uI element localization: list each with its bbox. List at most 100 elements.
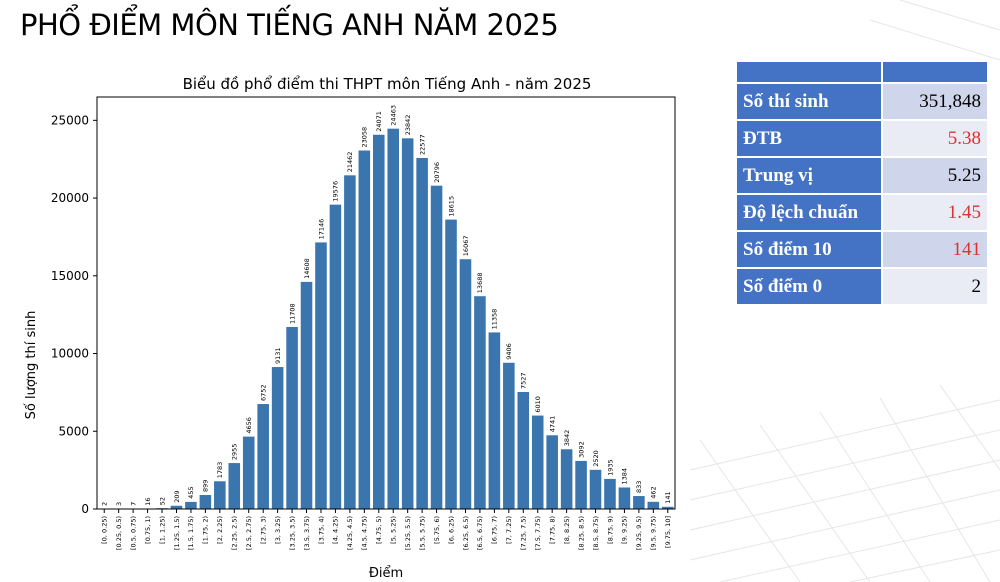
stats-row: Độ lệch chuẩn 1.45 — [735, 193, 989, 232]
plot-frame — [96, 96, 676, 510]
x-tick-label: [2.5, 2.75) — [245, 516, 253, 550]
bar — [633, 496, 645, 509]
stats-label: ĐTB — [735, 119, 883, 158]
bar — [228, 463, 241, 509]
score-distribution-chart: Biểu đồ phổ điểm thi THPT môn Tiếng Anh … — [24, 75, 676, 581]
x-tick-label: [1.75, 2) — [202, 516, 210, 544]
stats-label: Độ lệch chuẩn — [735, 193, 883, 232]
bar — [531, 415, 544, 509]
x-tick-label: [9.75, 10] — [664, 516, 672, 548]
x-axis-label: Điểm — [369, 566, 403, 581]
bar — [214, 481, 226, 509]
bar-value-label: 14608 — [303, 258, 311, 279]
stats-value: 351,848 — [881, 82, 989, 121]
bar-value-label: 899 — [202, 480, 210, 492]
x-tick-label: [3.75, 4) — [317, 516, 325, 544]
bar-value-label: 1935 — [606, 459, 614, 476]
bar — [401, 138, 414, 509]
bar-value-label: 23058 — [361, 127, 369, 148]
y-tick-label: 20000 — [51, 191, 89, 205]
x-tick-label: [7.25, 7.5) — [520, 516, 528, 550]
stats-label: Số điểm 10 — [735, 230, 883, 269]
stats-value: 1.45 — [881, 193, 989, 232]
stats-row: Số điểm 10 141 — [735, 230, 989, 269]
x-tick-label: [9.25, 9.5) — [635, 516, 643, 550]
x-tick-label: [6.75, 7) — [491, 516, 499, 544]
bar — [575, 460, 587, 509]
bar — [546, 435, 558, 509]
bar-value-label: 1783 — [216, 462, 224, 479]
bar — [430, 185, 443, 509]
bar-value-label: 209 — [173, 490, 181, 502]
page-title: PHỔ ĐIỂM MÔN TIẾNG ANH NĂM 2025 — [20, 8, 559, 42]
x-tick-label: [7.75, 8) — [549, 516, 557, 544]
bar-value-label: 833 — [635, 481, 643, 493]
bar — [329, 204, 342, 509]
bar — [488, 332, 501, 509]
x-tick-label: [0.75, 1) — [144, 516, 152, 544]
x-tick-label: [0.5, 0.75) — [129, 516, 137, 550]
x-tick-label: [6, 6.25) — [447, 516, 455, 544]
y-axis-label: Số lượng thí sinh — [24, 311, 39, 420]
chart-title: Biểu đồ phổ điểm thi THPT môn Tiếng Anh … — [183, 75, 592, 93]
chart-panel: Biểu đồ phổ điểm thi THPT môn Tiếng Anh … — [10, 60, 685, 582]
x-tick-label: [6.5, 6.75) — [476, 516, 484, 550]
x-tick-label: [2.25, 2.5) — [231, 516, 239, 550]
x-tick-label: [5.75, 6) — [433, 516, 441, 544]
bar-value-label: 23842 — [404, 115, 412, 136]
stats-value: 5.25 — [881, 156, 989, 195]
x-tick-label: [4.25, 4.5) — [346, 516, 354, 550]
bar-value-label: 13688 — [476, 273, 484, 294]
x-tick-label: [2, 2.25) — [216, 516, 224, 544]
x-tick-label: [3, 3.25) — [274, 516, 282, 544]
bar-value-label: 4656 — [245, 417, 253, 434]
bar-value-label: 462 — [650, 486, 658, 498]
bar — [560, 449, 573, 509]
bar-value-label: 2 — [101, 502, 109, 506]
x-tick-label: [4, 4.25) — [332, 516, 340, 544]
x-tick-label: [8.5, 8.75) — [592, 516, 600, 550]
x-tick-label: [3.5, 3.75) — [303, 516, 311, 550]
bar — [358, 150, 371, 509]
bar — [517, 391, 530, 509]
stats-row: ĐTB 5.38 — [735, 119, 989, 158]
bar-value-label: 3842 — [563, 430, 571, 447]
bar — [271, 367, 284, 509]
bar — [503, 362, 515, 509]
bar-value-label: 2955 — [231, 444, 239, 461]
x-tick-label: [1.25, 1.5) — [173, 516, 181, 550]
bar-value-label: 17146 — [317, 219, 325, 240]
y-tick-label: 5000 — [58, 424, 89, 438]
bar-value-label: 141 — [664, 491, 672, 503]
x-tick-label: [0.25, 0.5) — [115, 516, 123, 550]
bar-value-label: 11708 — [288, 303, 296, 324]
bar-value-label: 7 — [129, 502, 137, 506]
bar — [661, 506, 674, 509]
bar-value-label: 3092 — [577, 441, 585, 458]
y-tick-label: 25000 — [51, 113, 89, 127]
x-tick-label: [7, 7.25) — [505, 516, 513, 544]
x-tick-label: [0, 0.25) — [101, 516, 109, 544]
bar-value-label: 6752 — [260, 384, 268, 401]
x-tick-label: [8, 8.25) — [563, 516, 571, 544]
stats-label: Số thí sinh — [735, 82, 883, 121]
x-tick-label: [7.5, 7.75) — [534, 516, 542, 550]
stats-value: 141 — [881, 230, 989, 269]
bar-value-label: 2520 — [592, 450, 600, 467]
stats-table: Số thí sinh 351,848 ĐTB 5.38 Trung vị 5.25 Độ … — [735, 60, 989, 306]
bar-value-label: 24463 — [390, 105, 398, 126]
bar-value-label: 7527 — [520, 372, 528, 389]
x-tick-label: [9, 9.25) — [621, 516, 629, 544]
bar — [257, 404, 269, 509]
stats-label: Trung vị — [735, 156, 883, 195]
bar-value-label: 6010 — [534, 396, 542, 413]
bar — [589, 469, 602, 509]
stats-value: 2 — [881, 267, 989, 306]
bar — [170, 505, 183, 509]
bar-value-label: 16 — [144, 498, 152, 506]
bar-value-label: 1384 — [621, 468, 629, 485]
bar — [372, 134, 385, 509]
bar — [185, 501, 197, 509]
x-tick-label: [1.5, 1.75) — [187, 516, 195, 550]
